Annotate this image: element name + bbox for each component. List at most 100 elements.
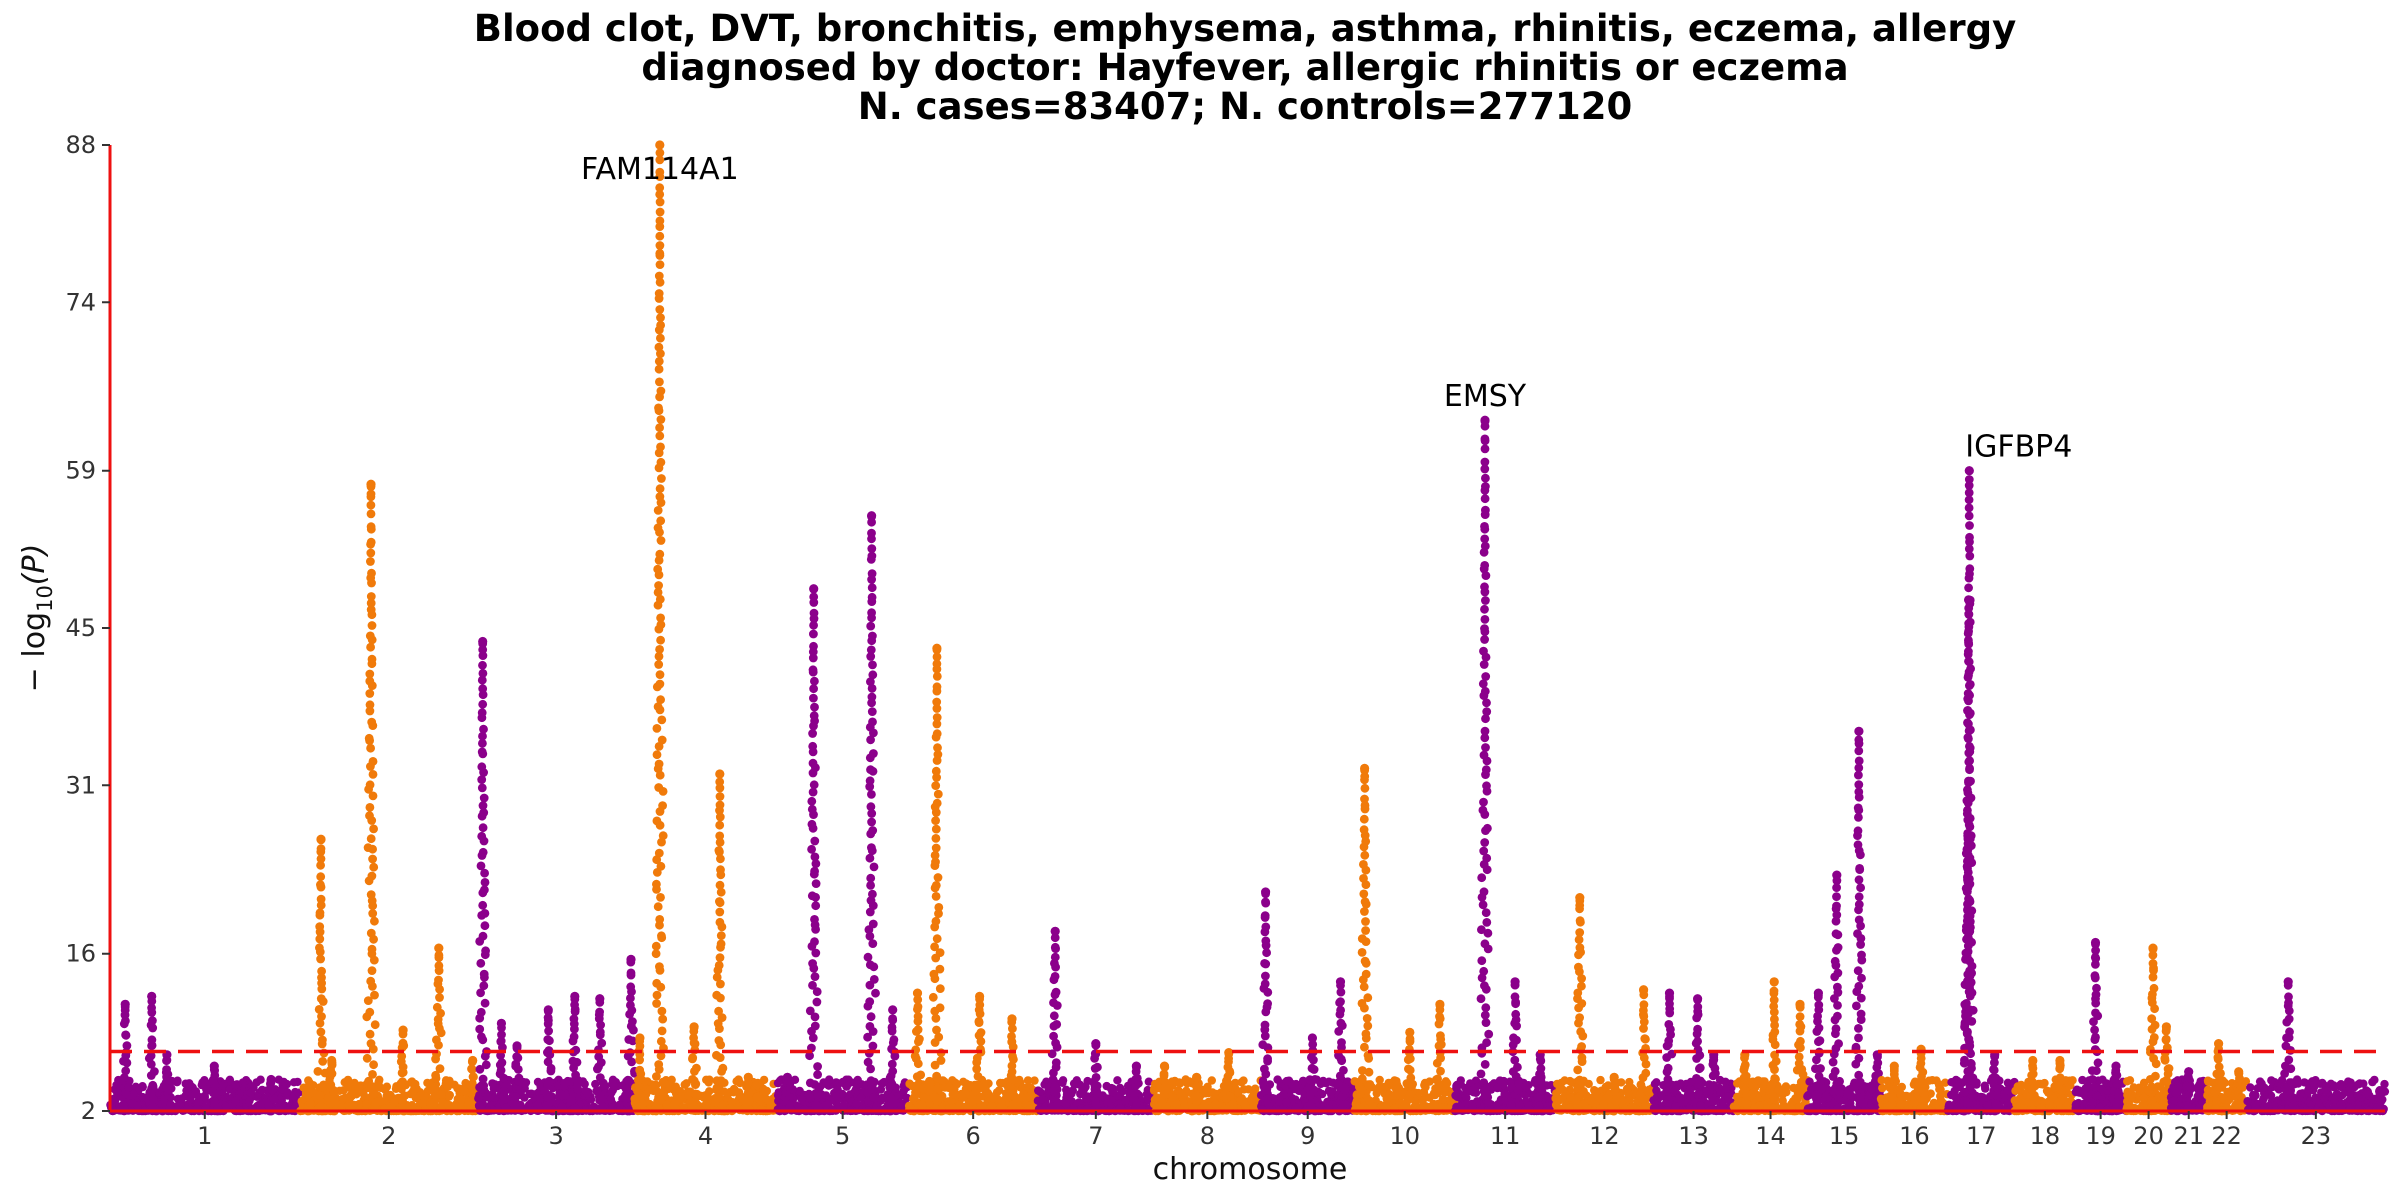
snp-point bbox=[1007, 1032, 1016, 1041]
title-line-1: Blood clot, DVT, bronchitis, emphysema, … bbox=[474, 7, 2016, 50]
snp-point bbox=[655, 377, 664, 387]
snp-point bbox=[1584, 1079, 1593, 1089]
snp-point bbox=[808, 653, 818, 663]
snp-point bbox=[655, 190, 665, 199]
snp-point bbox=[807, 804, 817, 814]
snp-point bbox=[947, 1096, 956, 1105]
snp-point bbox=[477, 783, 487, 793]
snp-point bbox=[431, 1070, 440, 1080]
snp-point bbox=[868, 670, 878, 680]
snp-point bbox=[1305, 1075, 1315, 1084]
snp-point bbox=[934, 909, 943, 918]
snp-point bbox=[511, 1092, 521, 1101]
snp-point bbox=[811, 901, 821, 911]
snp-point bbox=[888, 1014, 897, 1023]
snp-point bbox=[367, 717, 377, 727]
snp-point bbox=[1533, 1093, 1543, 1102]
title-line-2: diagnosed by doctor: Hayfever, allergic … bbox=[641, 46, 1848, 89]
snp-point bbox=[1435, 1082, 1445, 1092]
snp-point bbox=[1481, 714, 1490, 724]
snp-point bbox=[1282, 1098, 1291, 1107]
snp-point bbox=[370, 916, 379, 926]
snp-point bbox=[1362, 1014, 1372, 1023]
snp-point bbox=[932, 697, 942, 707]
snp-point bbox=[655, 197, 665, 207]
snp-point bbox=[478, 731, 487, 741]
snp-point bbox=[925, 1077, 935, 1086]
snp-point bbox=[932, 1071, 941, 1081]
snp-point bbox=[496, 1051, 505, 1060]
snp-point bbox=[1185, 1077, 1194, 1086]
snp-point bbox=[654, 581, 663, 590]
peak-top-point bbox=[975, 991, 985, 1002]
peak-top-point bbox=[932, 643, 942, 653]
snp-point bbox=[483, 1092, 492, 1102]
snp-point bbox=[370, 990, 379, 1000]
snp-point bbox=[1260, 1031, 1270, 1041]
snp-point bbox=[623, 1093, 633, 1103]
snp-point bbox=[655, 670, 665, 679]
snp-point bbox=[807, 819, 817, 829]
snp-point bbox=[1168, 1077, 1177, 1086]
snp-point bbox=[375, 1082, 384, 1092]
snp-point bbox=[741, 1097, 750, 1106]
snp-point bbox=[1482, 853, 1492, 863]
snp-point bbox=[1405, 1034, 1415, 1044]
peak-top-point bbox=[478, 636, 488, 647]
snp-point bbox=[868, 717, 877, 727]
snp-point bbox=[1477, 873, 1487, 883]
snp-point bbox=[429, 1098, 439, 1108]
snp-point bbox=[187, 1082, 196, 1091]
snp-point bbox=[715, 812, 725, 822]
snp-point bbox=[1511, 1009, 1521, 1019]
snp-point bbox=[490, 1093, 499, 1103]
snp-point bbox=[246, 1088, 255, 1097]
snp-point bbox=[200, 1076, 209, 1085]
snp-point bbox=[867, 569, 877, 578]
snp-point bbox=[1363, 993, 1373, 1003]
snp-point bbox=[684, 1091, 693, 1100]
snp-point bbox=[865, 1022, 875, 1031]
snp-point bbox=[1433, 1074, 1442, 1084]
snp-point bbox=[652, 1072, 661, 1081]
peak-top-point bbox=[1360, 763, 1370, 774]
snp-point bbox=[657, 735, 667, 745]
snp-point bbox=[885, 1082, 895, 1092]
snp-point bbox=[173, 1102, 183, 1111]
snp-point bbox=[813, 1090, 822, 1099]
snp-point bbox=[933, 743, 942, 753]
snp-point bbox=[497, 1058, 507, 1067]
peak-top-point bbox=[1307, 1033, 1317, 1043]
snp-point bbox=[932, 719, 942, 729]
snp-point bbox=[931, 816, 940, 825]
snp-point bbox=[715, 838, 725, 847]
snp-point bbox=[122, 1041, 132, 1050]
snp-point bbox=[202, 1085, 211, 1094]
snp-point bbox=[934, 903, 944, 912]
snp-point bbox=[655, 594, 665, 604]
snp-point bbox=[715, 953, 725, 962]
snp-point bbox=[1480, 534, 1490, 544]
snp-point bbox=[1180, 1102, 1189, 1111]
snp-point bbox=[566, 1096, 576, 1106]
snp-point bbox=[853, 1075, 862, 1085]
peak-top-point bbox=[1050, 926, 1060, 936]
snp-point bbox=[434, 961, 444, 971]
snp-point bbox=[807, 844, 816, 854]
snp-point bbox=[931, 824, 941, 834]
snp-point bbox=[913, 995, 923, 1004]
snp-point bbox=[210, 1098, 220, 1107]
peak-top-point bbox=[912, 988, 923, 998]
title-line-3: N. cases=83407; N. controls=277120 bbox=[858, 85, 1632, 128]
snp-point bbox=[1481, 1018, 1491, 1027]
snp-point bbox=[445, 1090, 454, 1100]
snp-point bbox=[1477, 956, 1487, 966]
snp-point bbox=[624, 1035, 634, 1044]
snp-point bbox=[1406, 1073, 1416, 1083]
snp-point bbox=[543, 1013, 553, 1022]
snp-point bbox=[1392, 1076, 1401, 1086]
snp-point bbox=[1309, 1085, 1319, 1095]
snp-point bbox=[289, 1078, 299, 1087]
peak-top-point bbox=[1435, 999, 1445, 1009]
snp-point bbox=[478, 931, 488, 941]
